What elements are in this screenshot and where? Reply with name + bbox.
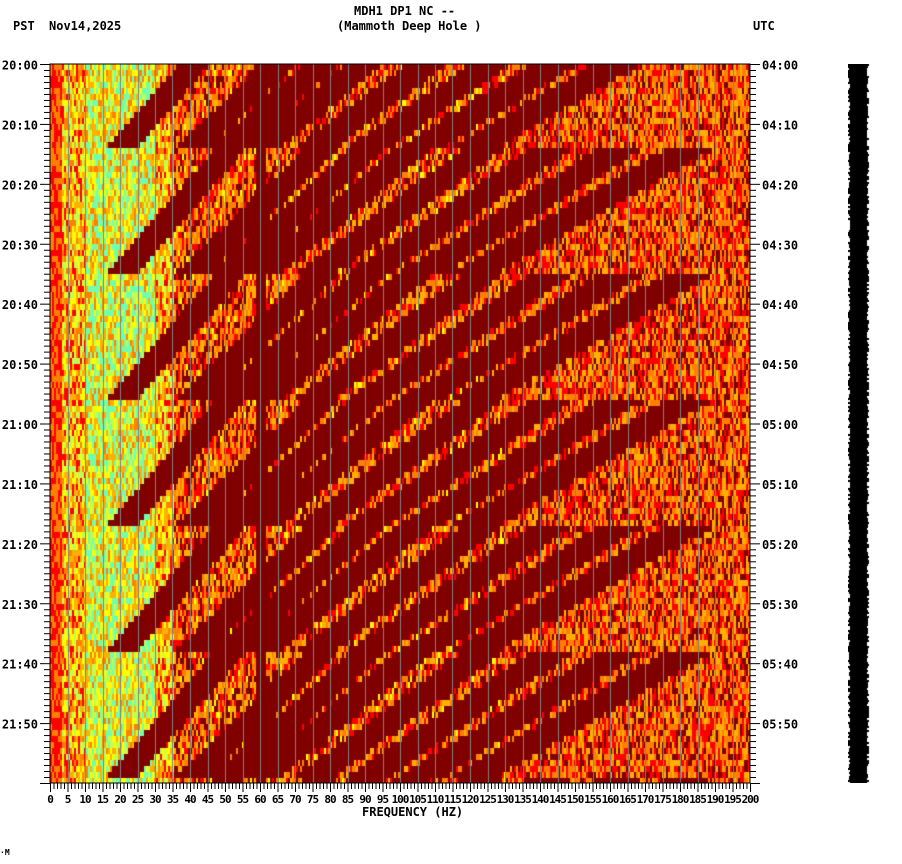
- svg-text:135: 135: [514, 793, 531, 806]
- svg-text:120: 120: [462, 793, 479, 806]
- svg-text:175: 175: [654, 793, 671, 806]
- svg-text:50: 50: [219, 793, 231, 806]
- svg-text:180: 180: [672, 793, 689, 806]
- svg-text:20:00: 20:00: [2, 59, 38, 73]
- svg-text:30: 30: [149, 793, 161, 806]
- svg-text:150: 150: [567, 793, 584, 806]
- svg-text:45: 45: [202, 793, 214, 806]
- svg-text:200: 200: [742, 793, 759, 806]
- svg-text:04:40: 04:40: [762, 298, 798, 312]
- svg-text:04:00: 04:00: [762, 59, 798, 73]
- svg-text:170: 170: [637, 793, 654, 806]
- svg-text:130: 130: [497, 793, 514, 806]
- svg-text:05:00: 05:00: [762, 418, 798, 432]
- svg-text:65: 65: [272, 793, 284, 806]
- svg-text:140: 140: [532, 793, 549, 806]
- svg-text:05:30: 05:30: [762, 598, 798, 612]
- svg-text:05:40: 05:40: [762, 658, 798, 672]
- svg-text:21:40: 21:40: [2, 658, 38, 672]
- svg-text:190: 190: [707, 793, 724, 806]
- svg-text:10: 10: [79, 793, 91, 806]
- svg-text:05:50: 05:50: [762, 718, 798, 732]
- spectrogram-plot: [50, 64, 750, 783]
- svg-text:80: 80: [324, 793, 336, 806]
- footer-mark: ·M: [0, 848, 10, 857]
- location-subtitle: (Mammoth Deep Hole ): [337, 19, 482, 33]
- date-label: Nov14,2025: [49, 19, 122, 33]
- svg-text:0: 0: [47, 793, 53, 806]
- svg-text:21:50: 21:50: [2, 718, 38, 732]
- svg-text:20:50: 20:50: [2, 358, 38, 372]
- svg-text:5: 5: [65, 793, 71, 806]
- svg-text:25: 25: [132, 793, 144, 806]
- x-axis-label: FREQUENCY (HZ): [362, 805, 464, 819]
- svg-text:04:50: 04:50: [762, 358, 798, 372]
- svg-text:15: 15: [97, 793, 109, 806]
- svg-text:165: 165: [619, 793, 636, 806]
- svg-text:155: 155: [584, 793, 601, 806]
- svg-text:04:10: 04:10: [762, 118, 798, 132]
- svg-text:160: 160: [602, 793, 619, 806]
- svg-text:05:20: 05:20: [762, 538, 798, 552]
- amplitude-trace-bar: [848, 64, 870, 783]
- svg-text:20:40: 20:40: [2, 298, 38, 312]
- svg-text:185: 185: [689, 793, 706, 806]
- right-timezone: UTC: [753, 19, 775, 33]
- station-title: MDH1 DP1 NC --: [354, 4, 456, 18]
- svg-text:21:00: 21:00: [2, 418, 38, 432]
- svg-text:60: 60: [254, 793, 266, 806]
- svg-text:40: 40: [184, 793, 196, 806]
- svg-text:20:30: 20:30: [2, 238, 38, 252]
- svg-text:145: 145: [549, 793, 566, 806]
- svg-text:20:20: 20:20: [2, 178, 38, 192]
- svg-text:20: 20: [114, 793, 126, 806]
- svg-text:70: 70: [289, 793, 301, 806]
- svg-text:195: 195: [724, 793, 741, 806]
- svg-text:04:30: 04:30: [762, 238, 798, 252]
- svg-text:125: 125: [479, 793, 496, 806]
- svg-text:21:20: 21:20: [2, 538, 38, 552]
- svg-text:75: 75: [307, 793, 319, 806]
- svg-text:20:10: 20:10: [2, 118, 38, 132]
- svg-text:21:10: 21:10: [2, 478, 38, 492]
- svg-text:35: 35: [167, 793, 179, 806]
- svg-text:85: 85: [342, 793, 354, 806]
- svg-text:55: 55: [237, 793, 249, 806]
- svg-text:04:20: 04:20: [762, 178, 798, 192]
- svg-text:05:10: 05:10: [762, 478, 798, 492]
- left-timezone: PST: [13, 19, 35, 33]
- svg-text:21:30: 21:30: [2, 598, 38, 612]
